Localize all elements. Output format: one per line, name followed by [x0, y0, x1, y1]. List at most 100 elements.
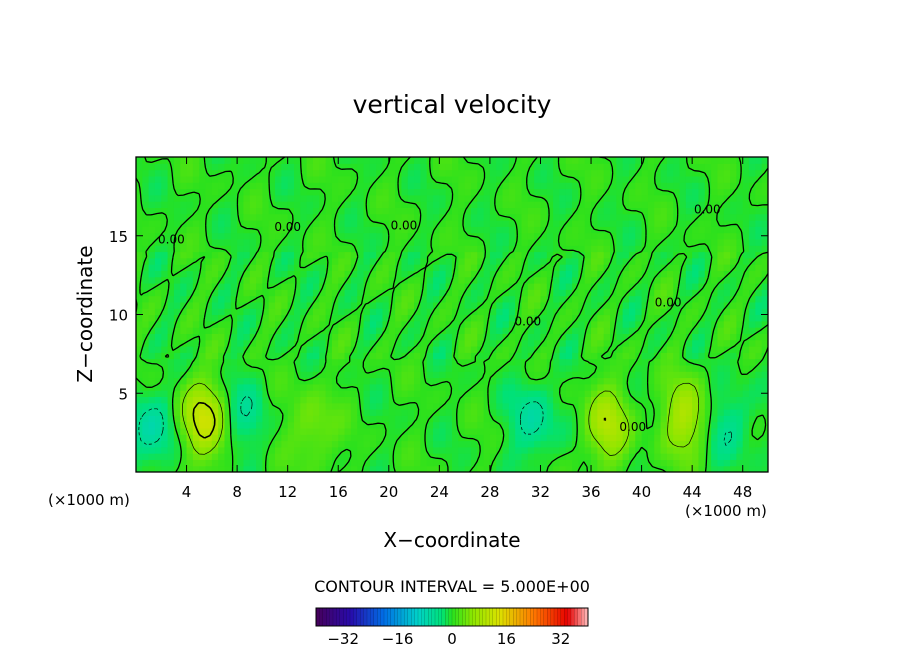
- heatmap-cell: [515, 283, 523, 290]
- heatmap-cell: [641, 396, 649, 404]
- heatmap-cell: [256, 377, 263, 385]
- heatmap-cell: [369, 163, 377, 171]
- heatmap-cell: [540, 427, 548, 435]
- heatmap-cell: [603, 289, 611, 297]
- heatmap-cell: [616, 358, 624, 366]
- heatmap-cell: [350, 377, 358, 385]
- heatmap-cell: [647, 427, 655, 435]
- heatmap-cell: [376, 276, 384, 284]
- heatmap-cell: [610, 320, 617, 328]
- heatmap-cell: [262, 333, 270, 341]
- heatmap-cell: [275, 415, 282, 423]
- heatmap-cell: [755, 257, 763, 265]
- heatmap-cell: [338, 245, 346, 253]
- heatmap-cell: [477, 390, 485, 397]
- heatmap-cell: [287, 383, 295, 391]
- heatmap-cell: [736, 409, 744, 416]
- heatmap-cell: [508, 459, 516, 467]
- heatmap-cell: [502, 207, 510, 215]
- heatmap-cell: [470, 289, 478, 297]
- heatmap-cell: [666, 289, 674, 297]
- heatmap-cell: [647, 264, 655, 271]
- heatmap-cell: [534, 226, 542, 234]
- heatmap-cell: [477, 377, 485, 385]
- heatmap-cell: [433, 453, 440, 460]
- heatmap-cell: [173, 264, 181, 271]
- heatmap-cell: [294, 270, 301, 278]
- heatmap-cell: [565, 339, 573, 347]
- heatmap-cell: [635, 194, 643, 202]
- heatmap-cell: [654, 220, 662, 227]
- heatmap-cell: [433, 440, 440, 448]
- heatmap-cell: [357, 339, 365, 347]
- heatmap-cell: [224, 238, 232, 246]
- chart-title: vertical velocity: [353, 90, 552, 119]
- heatmap-cell: [534, 232, 542, 240]
- heatmap-cell: [508, 409, 516, 416]
- heatmap-cell: [660, 270, 668, 278]
- heatmap-cell: [641, 427, 649, 435]
- heatmap-cell: [445, 213, 453, 221]
- heatmap-cell: [628, 352, 636, 360]
- heatmap-cell: [136, 251, 143, 259]
- heatmap-cell: [742, 427, 750, 435]
- heatmap-cell: [294, 358, 301, 366]
- heatmap-cell: [496, 238, 504, 246]
- heatmap-cell: [711, 289, 719, 297]
- heatmap-cell: [698, 182, 706, 190]
- heatmap-cell: [395, 396, 403, 404]
- heatmap-cell: [578, 283, 586, 290]
- heatmap-cell: [628, 371, 636, 379]
- heatmap-cell: [338, 453, 346, 460]
- heatmap-cell: [407, 257, 415, 265]
- heatmap-cell: [249, 465, 257, 472]
- heatmap-cell: [325, 213, 333, 221]
- heatmap-cell: [565, 238, 573, 246]
- heatmap-cell: [635, 213, 643, 221]
- heatmap-cell: [338, 396, 346, 404]
- heatmap-cell: [275, 182, 282, 190]
- heatmap-cell: [186, 188, 194, 196]
- heatmap-cell: [616, 257, 624, 265]
- heatmap-cell: [540, 396, 548, 404]
- heatmap-cell: [502, 346, 510, 353]
- heatmap-cell: [685, 371, 693, 379]
- heatmap-cell: [496, 314, 504, 322]
- heatmap-cell: [338, 232, 346, 240]
- heatmap-cell: [616, 339, 624, 347]
- heatmap-cell: [565, 453, 573, 460]
- heatmap-cell: [692, 320, 700, 328]
- heatmap-cell: [369, 213, 377, 221]
- heatmap-cell: [243, 163, 251, 171]
- heatmap-cell: [742, 434, 750, 442]
- heatmap-cell: [546, 346, 554, 353]
- heatmap-cell: [711, 226, 719, 234]
- heatmap-cell: [515, 459, 523, 467]
- heatmap-cell: [344, 201, 352, 208]
- heatmap-cell: [445, 465, 453, 472]
- heatmap-cell: [243, 427, 251, 435]
- heatmap-cell: [249, 364, 257, 372]
- heatmap-cell: [420, 320, 428, 328]
- heatmap-cell: [300, 220, 308, 227]
- heatmap-cell: [591, 238, 598, 246]
- heatmap-cell: [483, 364, 491, 372]
- heatmap-cell: [591, 383, 598, 391]
- heatmap-cell: [508, 232, 516, 240]
- heatmap-cell: [540, 383, 548, 391]
- heatmap-cell: [325, 415, 333, 423]
- heatmap-cell: [230, 377, 238, 385]
- heatmap-cell: [622, 446, 630, 454]
- heatmap-cell: [300, 238, 308, 246]
- heatmap-cell: [578, 383, 586, 391]
- heatmap-cell: [761, 314, 768, 322]
- heatmap-cell: [698, 270, 706, 278]
- heatmap-cell: [584, 327, 592, 334]
- heatmap-cell: [458, 169, 466, 177]
- heatmap-cell: [685, 182, 693, 190]
- heatmap-cell: [515, 465, 523, 472]
- heatmap-cell: [167, 238, 175, 246]
- heatmap-cell: [515, 377, 523, 385]
- heatmap-cell: [749, 207, 756, 215]
- heatmap-cell: [136, 169, 143, 177]
